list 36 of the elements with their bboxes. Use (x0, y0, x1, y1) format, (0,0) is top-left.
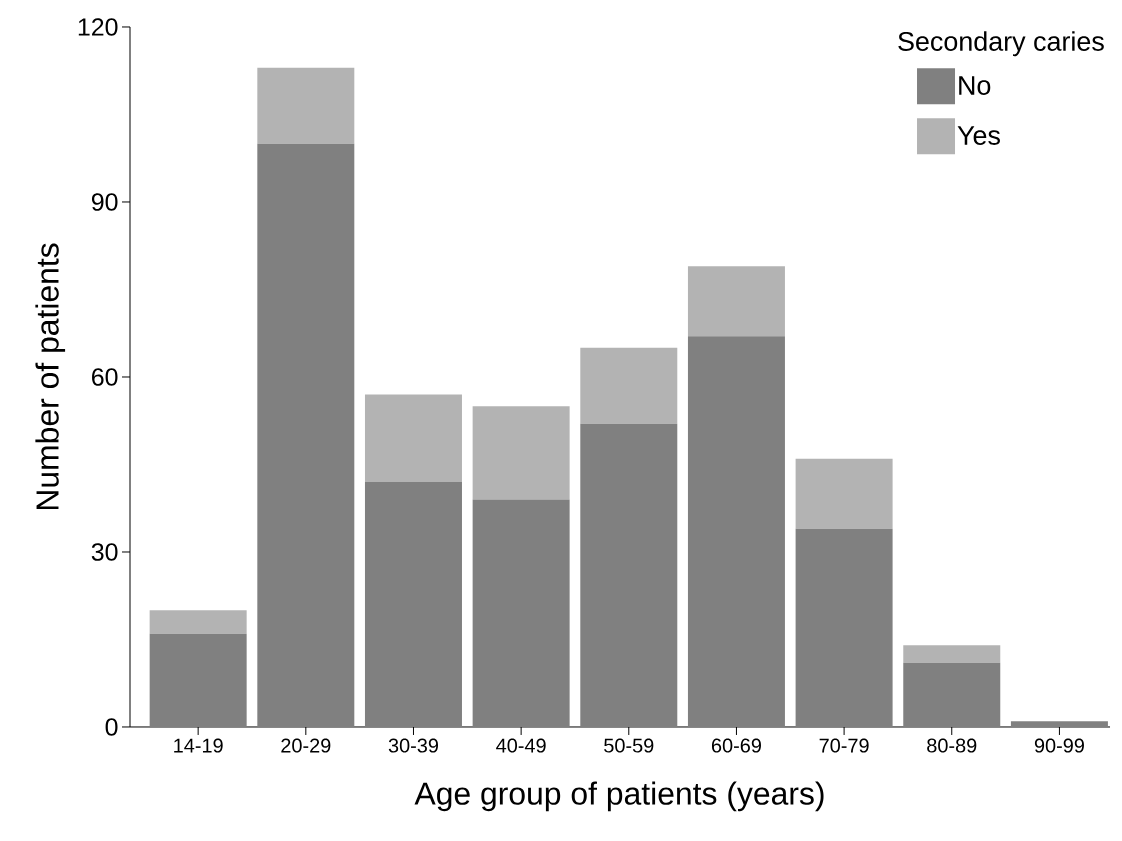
bar (903, 645, 1001, 663)
bar (687, 266, 785, 337)
bar (580, 347, 678, 424)
bar (257, 143, 355, 727)
x-tick-label: 30-39 (388, 738, 438, 753)
x-tick-label: 60-69 (711, 738, 761, 753)
bar (257, 67, 355, 144)
legend-title: Secondary caries (898, 31, 1104, 57)
x-axis-title: Age group of patients (years) (414, 781, 824, 812)
y-tick-label: 30 (91, 543, 118, 561)
bar (149, 610, 247, 634)
bar (472, 499, 570, 727)
x-tick-label: 90-99 (1034, 738, 1084, 753)
x-tick-label: 50-59 (604, 738, 654, 753)
x-tick-label: 80-89 (927, 738, 977, 753)
bar (472, 406, 570, 500)
y-tick-label: 0 (105, 718, 118, 736)
bar (1010, 721, 1108, 727)
bar (580, 423, 678, 727)
y-tick-label: 60 (92, 368, 118, 386)
bar (903, 662, 1001, 727)
legend-label: Yes (957, 126, 1000, 145)
x-tick-label: 14-19 (174, 738, 223, 753)
y-tick-label: 90 (91, 193, 118, 211)
bar (364, 394, 462, 482)
x-tick-label: 70-79 (819, 738, 869, 753)
bar (364, 481, 462, 727)
x-tick-label: 20-29 (281, 738, 331, 753)
x-tick-label: 40-49 (496, 738, 546, 753)
bar (795, 458, 893, 529)
bar (795, 528, 893, 727)
bar (149, 633, 247, 727)
y-axis-title: Number of patients (35, 243, 66, 510)
bar (687, 336, 785, 727)
legend-label: No (959, 76, 991, 95)
y-tick-label: 120 (78, 18, 118, 36)
